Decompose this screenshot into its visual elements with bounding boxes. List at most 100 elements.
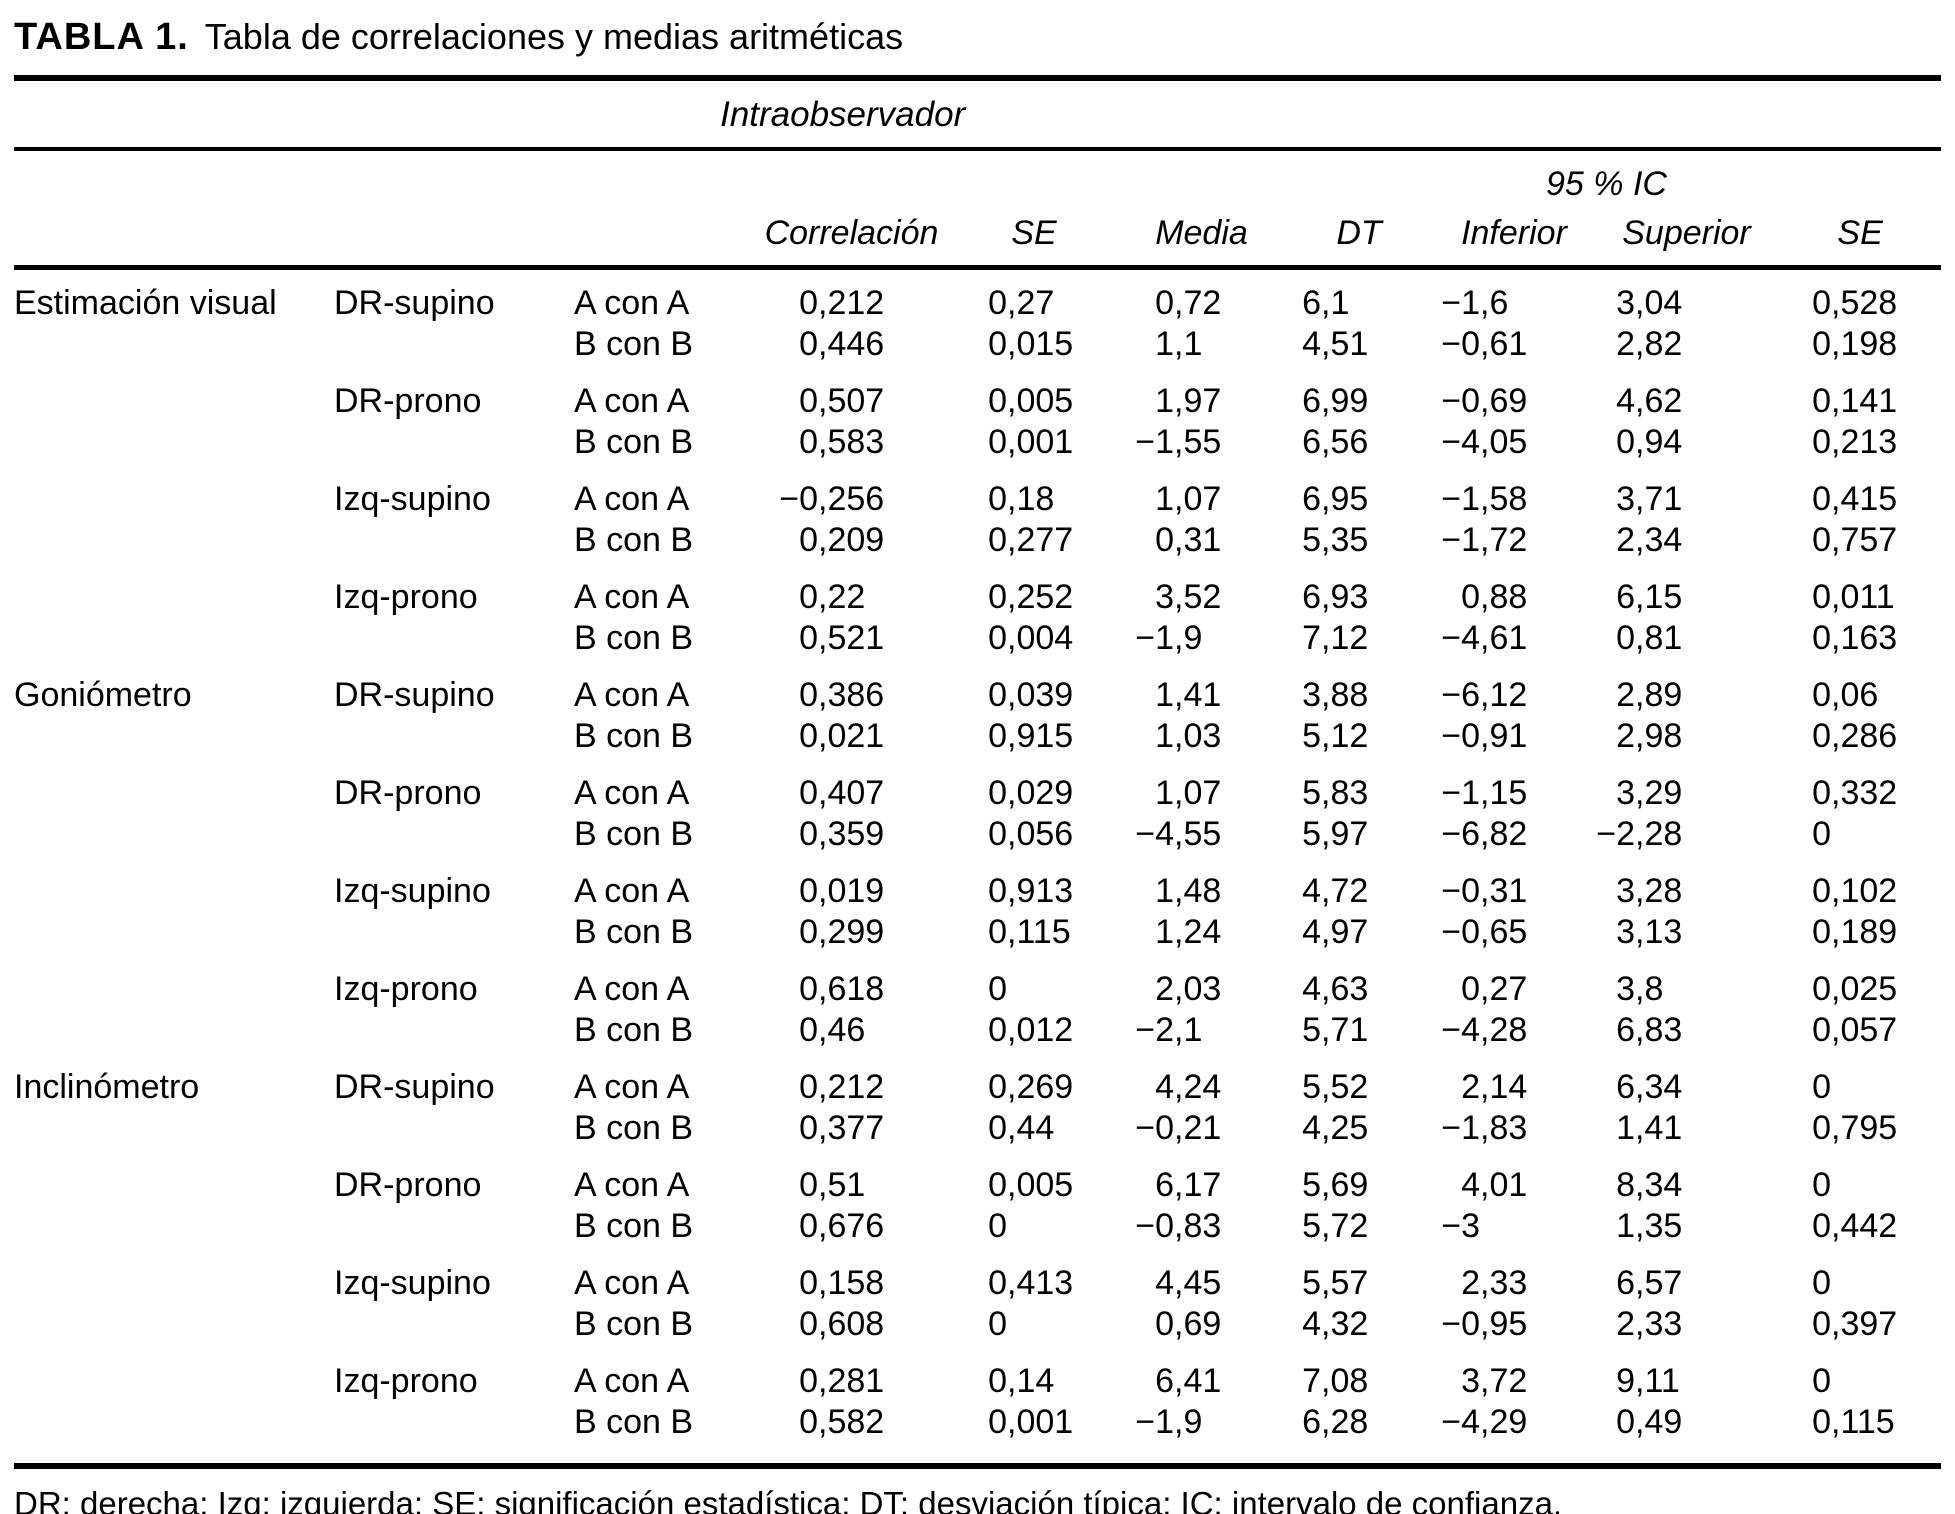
media-value: 0,31 (1155, 521, 1222, 559)
media-value: −0,83 (1135, 1207, 1222, 1245)
pair-cell: B con B (574, 1109, 694, 1147)
ic-inferior-value: 2,33 (1461, 1264, 1528, 1302)
se2-value: 0,442 (1812, 1207, 1898, 1245)
table-row: B con B 0,021 0,915 1,03 5,12 −0,91 2,98… (14, 716, 1941, 757)
col-spacer-instrument (14, 204, 334, 270)
instrument-cell (14, 324, 334, 365)
ic-inferior-value: −6,82 (1441, 815, 1528, 853)
ic-inferior-value: −4,28 (1441, 1011, 1528, 1049)
correlacion-value: 0,209 (799, 521, 885, 559)
se-value: 0,14 (988, 1362, 1055, 1400)
correlacion-value: 0,51 (799, 1166, 866, 1204)
position-cell: Izq-supino (334, 1264, 491, 1302)
ic-inferior-value: −0,31 (1441, 872, 1528, 910)
correlacion-value: 0,019 (799, 872, 885, 910)
position-cell (334, 1402, 574, 1466)
dt-value: 4,72 (1302, 872, 1369, 910)
ic-inferior-value: 2,14 (1461, 1068, 1528, 1106)
media-value: −1,9 (1135, 1403, 1203, 1441)
se-value: 0,18 (988, 480, 1055, 518)
media-value: 4,45 (1155, 1264, 1222, 1302)
pair-cell: B con B (574, 423, 694, 461)
dt-value: 5,12 (1302, 717, 1369, 755)
se2-value: 0,415 (1812, 480, 1898, 518)
se-value: 0,004 (988, 619, 1074, 657)
media-value: 0,72 (1155, 284, 1222, 322)
ic-superior-value: 2,82 (1616, 325, 1683, 363)
instrument-cell (14, 953, 334, 1010)
col-spacer-pair (574, 204, 754, 270)
se-value: 0,015 (988, 325, 1074, 363)
instrument-cell (14, 716, 334, 757)
se-value: 0,001 (988, 1403, 1074, 1441)
ic-inferior-value: 4,01 (1461, 1166, 1528, 1204)
media-value: 4,24 (1155, 1068, 1222, 1106)
se2-value: 0,163 (1812, 619, 1898, 657)
position-cell (334, 618, 574, 659)
pair-cell: A con A (574, 774, 690, 812)
position-cell (334, 1304, 574, 1345)
position-cell: DR-prono (334, 382, 482, 420)
media-value: 1,97 (1155, 382, 1222, 420)
ic-inferior-value: −4,29 (1441, 1403, 1528, 1441)
ic-superior-value: 3,29 (1616, 774, 1683, 812)
ic-superior-value: 8,34 (1616, 1166, 1683, 1204)
ic-spacer-left (14, 149, 1434, 204)
table-row: Izq-supino A con A 0,158 0,413 4,45 5,57… (14, 1247, 1941, 1304)
pair-cell: A con A (574, 382, 690, 420)
se-value: 0,27 (988, 284, 1055, 322)
ic-superior-value: 2,89 (1616, 676, 1683, 714)
pair-cell: A con A (574, 480, 690, 518)
instrument-cell (14, 1247, 334, 1304)
position-cell (334, 324, 574, 365)
ic-inferior-value: 0,27 (1461, 970, 1528, 1008)
position-cell (334, 814, 574, 855)
correlation-table: Intraobservador 95 % IC Correlación SE M… (14, 75, 1942, 1469)
pair-cell: A con A (574, 284, 690, 322)
table-row: B con B 0,446 0,015 1,1 4,51 −0,61 2,82 … (14, 324, 1941, 365)
table-row: B con B 0,299 0,115 1,24 4,97 −0,65 3,13… (14, 912, 1941, 953)
ic-inferior-value: −0,61 (1441, 325, 1528, 363)
correlacion-value: 0,618 (799, 970, 885, 1008)
media-value: 1,07 (1155, 480, 1222, 518)
dt-value: 6,28 (1302, 1403, 1369, 1441)
correlacion-value: 0,507 (799, 382, 885, 420)
position-cell: DR-supino (334, 676, 495, 714)
column-header-row: Correlación SE Media DT Inferior Superio… (14, 204, 1942, 270)
table-header: Intraobservador 95 % IC Correlación SE M… (14, 78, 1942, 270)
table-row: DR-prono A con A 0,51 0,005 6,17 5,69 4,… (14, 1149, 1941, 1206)
media-value: 3,52 (1155, 578, 1222, 616)
intraobserver-cell: Intraobservador (14, 78, 1942, 151)
dt-value: 4,32 (1302, 1305, 1369, 1343)
se-value: 0,252 (988, 578, 1074, 616)
instrument-cell: Inclinómetro (14, 1068, 200, 1106)
instrument-cell (14, 618, 334, 659)
position-cell (334, 520, 574, 561)
instrument-cell (14, 855, 334, 912)
se-value: 0 (988, 1305, 1007, 1343)
se2-value: 0 (1812, 1362, 1831, 1400)
se-value: 0,413 (988, 1264, 1074, 1302)
position-cell (334, 422, 574, 463)
table-row: B con B 0,521 0,004 −1,9 7,12 −4,61 0,81… (14, 618, 1941, 659)
pair-cell: B con B (574, 521, 694, 559)
ic-superior-value: 2,33 (1616, 1305, 1683, 1343)
table-row: Goniómetro DR-supino A con A 0,386 0,039… (14, 659, 1941, 716)
se-value: 0,269 (988, 1068, 1074, 1106)
ic-superior-value: 0,94 (1616, 423, 1683, 461)
ic-inferior-value: −0,65 (1441, 913, 1528, 951)
pair-cell: A con A (574, 1166, 690, 1204)
dt-value: 5,57 (1302, 1264, 1369, 1302)
pair-cell: A con A (574, 676, 690, 714)
pair-cell: B con B (574, 1403, 694, 1441)
pair-cell: B con B (574, 913, 694, 951)
se2-value: 0,528 (1812, 284, 1898, 322)
col-header-media: Media (1119, 204, 1284, 270)
table-number-label: TABLA 1. (14, 16, 189, 58)
se2-value: 0,397 (1812, 1305, 1898, 1343)
table-row: B con B 0,583 0,001 −1,55 6,56 −4,05 0,9… (14, 422, 1941, 463)
correlacion-value: 0,021 (799, 717, 885, 755)
instrument-cell (14, 561, 334, 618)
correlacion-value: 0,281 (799, 1362, 885, 1400)
ic-superior-value: 2,34 (1616, 521, 1683, 559)
